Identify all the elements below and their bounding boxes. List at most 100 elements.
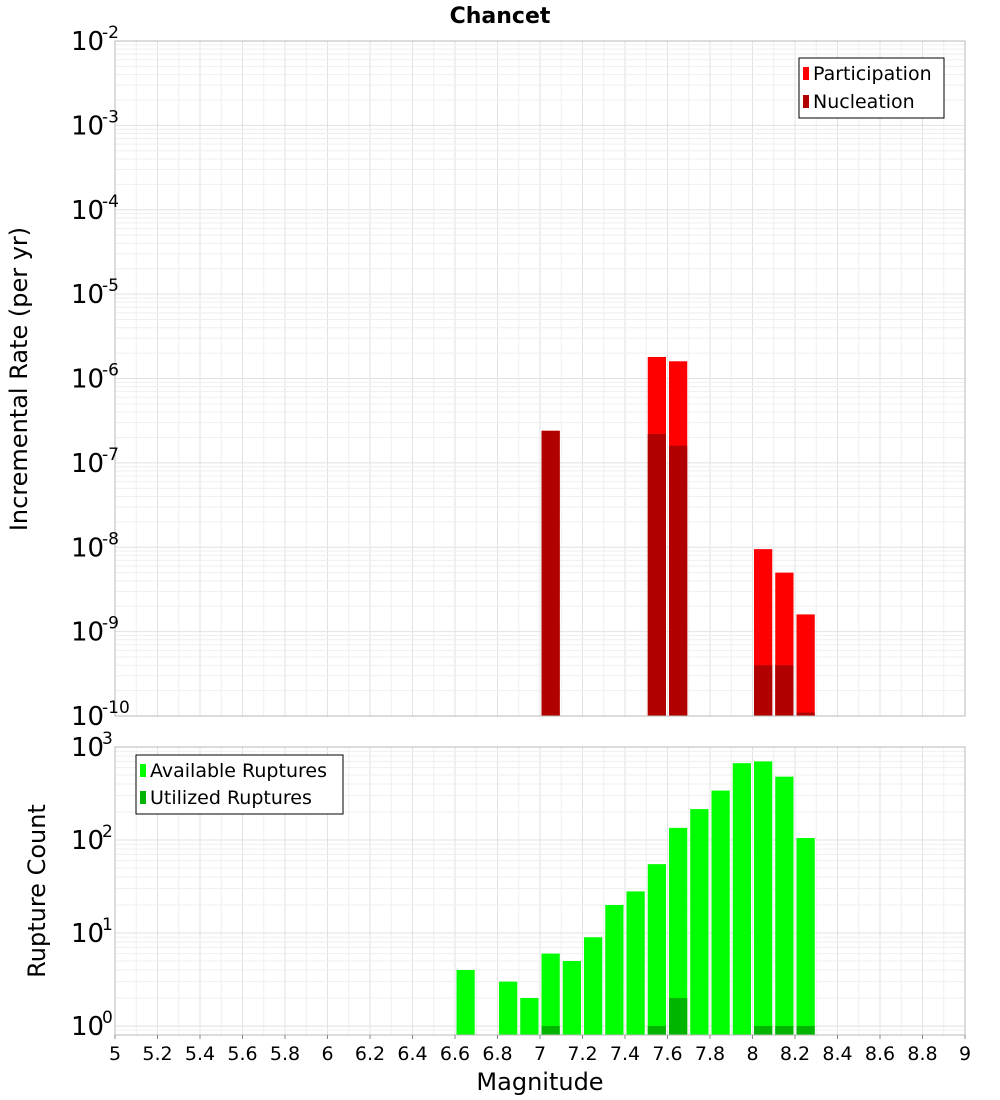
count-bar-b (647, 1025, 666, 1035)
rate-bar-a (796, 614, 815, 716)
x-tick-label: 5.8 (270, 1043, 300, 1065)
rate-ytick-exponent: -10 (102, 698, 130, 718)
rate-ytick-exponent: -4 (102, 192, 119, 212)
utilized-legend-swatch (140, 791, 146, 804)
rate-bar-b (541, 430, 560, 716)
count-bar-a (796, 838, 815, 1035)
rate-legend: Participation Nucleation (798, 57, 945, 119)
count-bar-a (605, 904, 624, 1035)
x-tick-label: 7 (534, 1043, 546, 1065)
rate-ytick-label: 10 (71, 449, 104, 479)
count-bar-b (541, 1025, 560, 1035)
x-tick-label: 7.8 (695, 1043, 725, 1065)
rate-ytick-exponent: -6 (102, 361, 119, 381)
count-ytick-label: 10 (71, 733, 104, 763)
count-legend-box (135, 754, 344, 815)
nucleation-legend-label: Nucleation (813, 91, 915, 113)
x-tick-label: 6.8 (482, 1043, 512, 1065)
count-bar-a (520, 997, 539, 1035)
count-plot-bars (456, 761, 815, 1035)
x-tick-label: 5.4 (185, 1043, 215, 1065)
count-bar-b (754, 1025, 773, 1035)
available-legend-label: Available Ruptures (150, 760, 327, 782)
rate-ytick-label: 10 (71, 111, 104, 141)
x-tick-label: 5.2 (142, 1043, 172, 1065)
chart-title: Chancet (450, 4, 551, 29)
count-bar-a (541, 953, 560, 1035)
rate-ytick-label: 10 (71, 702, 104, 732)
count-bar-a (775, 776, 794, 1035)
x-tick-label: 7.6 (652, 1043, 682, 1065)
nucleation-legend-swatch (803, 95, 809, 108)
rate-legend-box (798, 57, 945, 119)
rate-ytick-label: 10 (71, 365, 104, 395)
rate-plot-border (114, 40, 966, 717)
rate-bar-b (754, 665, 773, 716)
count-ytick-exponent: 3 (102, 729, 113, 749)
x-tick-label: 8.2 (780, 1043, 810, 1065)
available-legend-swatch (140, 764, 146, 777)
count-bar-b (669, 997, 688, 1035)
count-bar-b (775, 1025, 794, 1035)
x-tick-label: 6 (321, 1043, 333, 1065)
count-bar-a (669, 827, 688, 1035)
rate-ytick-label: 10 (71, 196, 104, 226)
x-tick-label: 5.6 (227, 1043, 257, 1065)
rate-ytick-exponent: -2 (102, 23, 119, 43)
count-bar-a (584, 937, 603, 1035)
count-ytick-exponent: 0 (102, 1008, 113, 1028)
rate-ytick-label: 10 (71, 618, 104, 648)
x-axis-ticks: 5 5.2 5.4 5.6 5.8 6 6.2 6.4 6.6 6.8 7 7.2 7.4 7.6 7.8 8… (109, 1035, 971, 1065)
count-ytick-exponent: 2 (102, 822, 113, 842)
rate-ytick-exponent: -5 (102, 276, 119, 296)
count-ytick-label: 10 (71, 826, 104, 856)
x-axis-label: Magnitude (476, 1068, 603, 1096)
count-bar-b (796, 1025, 815, 1035)
rate-y-axis-label: Incremental Rate (per yr) (5, 227, 33, 531)
rate-plot-bars (541, 356, 815, 716)
count-bar-a (732, 763, 751, 1035)
x-tick-label: 8.6 (865, 1043, 895, 1065)
count-y-axis-label: Rupture Count (23, 804, 51, 978)
count-legend: Available Ruptures Utilized Ruptures (135, 754, 344, 815)
rate-bar-b (796, 712, 815, 716)
rate-ytick-exponent: -3 (102, 107, 119, 127)
count-bar-a (711, 790, 730, 1035)
participation-legend-label: Participation (813, 63, 932, 85)
rate-bar-b (669, 445, 688, 716)
rate-ytick-label: 10 (71, 280, 104, 310)
rate-ytick-label: 10 (71, 533, 104, 563)
x-tick-label: 8 (746, 1043, 758, 1065)
rate-bar-b (647, 433, 666, 716)
rate-bar-b (775, 665, 794, 716)
count-ytick-label: 10 (71, 1012, 104, 1042)
count-bar-a (456, 969, 475, 1035)
x-tick-label: 6.2 (355, 1043, 385, 1065)
rate-ytick-exponent: -9 (102, 614, 119, 634)
count-bar-a (754, 761, 773, 1035)
count-bar-a (562, 960, 581, 1035)
rate-ytick-exponent: -7 (102, 445, 119, 465)
count-ytick-exponent: 1 (102, 915, 113, 935)
x-tick-label: 8.8 (907, 1043, 937, 1065)
x-tick-label: 7.2 (567, 1043, 597, 1065)
count-bar-a (690, 809, 709, 1035)
count-bar-a (499, 981, 518, 1035)
count-bar-a (647, 864, 666, 1035)
rate-ytick-label: 10 (71, 27, 104, 57)
x-tick-label: 5 (109, 1043, 121, 1065)
count-ytick-label: 10 (71, 919, 104, 949)
x-tick-label: 8.4 (822, 1043, 852, 1065)
rate-plot-grid (114, 40, 966, 717)
rate-ytick-exponent: -8 (102, 529, 119, 549)
participation-legend-swatch (803, 67, 809, 80)
x-tick-label: 9 (959, 1043, 971, 1065)
x-tick-label: 6.4 (397, 1043, 427, 1065)
x-tick-label: 6.6 (440, 1043, 470, 1065)
count-bar-a (626, 891, 645, 1035)
